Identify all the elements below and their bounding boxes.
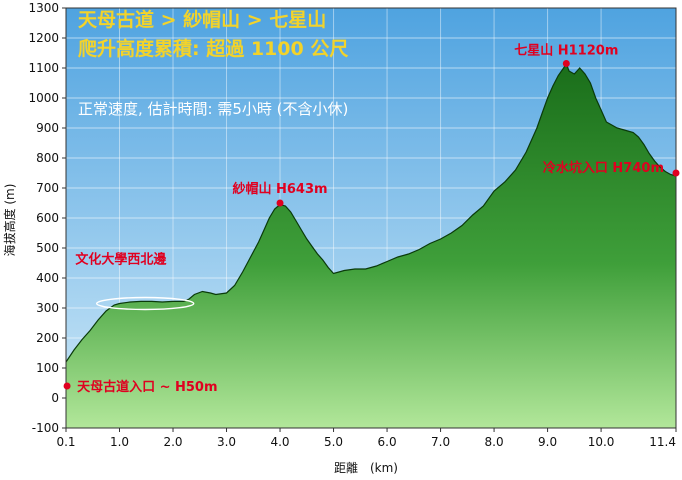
x-tick-label: 6.0 xyxy=(378,435,397,449)
y-tick-label: 1200 xyxy=(28,31,59,45)
y-axis-label: 海拔高度 (m) xyxy=(2,184,17,257)
annotation-point xyxy=(276,199,284,207)
x-axis-label: 距離 (km) xyxy=(334,461,398,475)
chart-subtitle: 爬升高度累積: 超過 1100 公尺 xyxy=(77,37,348,60)
y-tick-label: 400 xyxy=(36,271,59,285)
y-tick-label: 200 xyxy=(36,331,59,345)
x-tick-label: 11.4 xyxy=(649,435,676,449)
y-tick-label: 600 xyxy=(36,211,59,225)
y-tick-label: 100 xyxy=(36,361,59,375)
y-tick-label: 900 xyxy=(36,121,59,135)
y-tick-label: 700 xyxy=(36,181,59,195)
campus-area-marker xyxy=(95,296,195,311)
annotation-label: 七星山 H1120m xyxy=(514,43,618,59)
x-tick-label: 3.0 xyxy=(217,435,236,449)
y-tick-label: 1300 xyxy=(28,1,59,15)
x-tick-label: 5.0 xyxy=(324,435,343,449)
y-tick-label: -100 xyxy=(32,421,59,435)
annotation-label: 文化大學西北邊 xyxy=(75,252,167,268)
annotation-point xyxy=(63,382,71,390)
elevation-area xyxy=(66,63,676,428)
x-tick-label: 2.0 xyxy=(163,435,182,449)
chart-title: 天母古道 > 紗帽山 > 七星山 xyxy=(78,8,326,31)
y-tick-label: 500 xyxy=(36,241,59,255)
annotations: 天母古道入口 ~ H50m 文化大學西北邊 紗帽山 H643m 七星山 H1120m 冷… xyxy=(63,43,680,395)
annotation-label: 天母古道入口 ~ H50m xyxy=(77,379,217,395)
y-axis-ticks: -100 0 100 200 300 400 500 600 700 800 900 1000 1100… xyxy=(28,1,66,435)
y-tick-label: 0 xyxy=(51,391,59,405)
x-tick-label: 10.0 xyxy=(588,435,615,449)
time-estimate-note: 正常速度, 估計時間: 需5小時 (不含小休) xyxy=(78,100,348,118)
y-tick-label: 1100 xyxy=(28,61,59,75)
y-tick-label: 300 xyxy=(36,301,59,315)
elevation-line xyxy=(65,62,677,363)
x-tick-label: 8.0 xyxy=(485,435,504,449)
x-tick-label: 7.0 xyxy=(431,435,450,449)
x-axis-ticks: 0.1 1.0 2.0 3.0 4.0 5.0 6.0 7.0 8.0 9.0 10.0 11.4 xyxy=(56,428,677,449)
annotation-point xyxy=(562,60,570,67)
x-tick-label: 0.1 xyxy=(56,435,75,449)
annotation-label: 冷水坑入口 H740m xyxy=(543,160,664,176)
x-tick-label: 9.0 xyxy=(538,435,557,449)
annotation-point xyxy=(672,169,680,177)
x-tick-label: 4.0 xyxy=(270,435,289,449)
y-tick-label: 800 xyxy=(36,151,59,165)
y-tick-label: 1000 xyxy=(28,91,59,105)
x-tick-label: 1.0 xyxy=(110,435,129,449)
annotation-label: 紗帽山 H643m xyxy=(232,181,327,197)
